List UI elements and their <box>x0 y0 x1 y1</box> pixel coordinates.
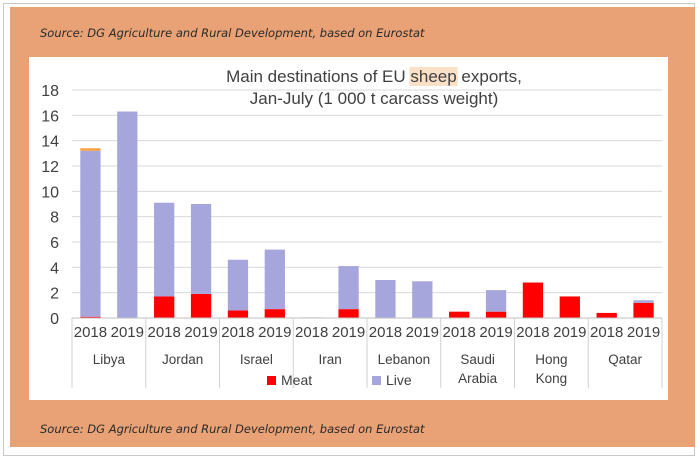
year-tick-label: 2019 <box>184 324 217 341</box>
source-note-top: Source: DG Agriculture and Rural Develop… <box>40 26 425 40</box>
chart-title-line-1: Main destinations of EU sheep exports, <box>226 67 522 86</box>
bars <box>80 111 654 319</box>
country-label: Libya <box>93 352 126 367</box>
year-tick-label: 2019 <box>406 324 439 341</box>
year-tick-label: 2018 <box>443 324 476 341</box>
y-tick-label: 0 <box>50 311 59 328</box>
legend-swatch-live <box>372 376 381 385</box>
country-label: Qatar <box>608 352 642 367</box>
bar-live <box>154 202 175 297</box>
year-tick-label: 2018 <box>148 324 181 341</box>
y-tick-label: 6 <box>50 235 59 252</box>
bar-live <box>264 249 285 310</box>
bar-live <box>412 281 433 318</box>
y-tick-label: 18 <box>41 83 59 100</box>
bar-meat <box>596 312 617 318</box>
bar-live <box>80 150 101 317</box>
title-prefix: Main destinations of EU <box>226 67 410 86</box>
legend-label-meat: Meat <box>281 372 312 388</box>
year-tick-label: 2019 <box>479 324 512 341</box>
y-tick-label: 8 <box>50 210 59 227</box>
country-label: Lebanon <box>378 352 431 367</box>
bar-meat <box>522 282 544 318</box>
country-label: Israel <box>240 352 273 367</box>
country-label: Iran <box>318 352 341 367</box>
y-tick-label: 10 <box>41 184 59 201</box>
bar-live <box>375 280 396 318</box>
country-label: Jordan <box>162 352 203 367</box>
bar-meat <box>449 311 470 318</box>
country-label: Saudi <box>460 352 495 367</box>
y-tick-label: 4 <box>50 260 59 277</box>
country-label: Hong <box>535 352 567 367</box>
country-label: Kong <box>536 371 568 386</box>
y-tick-label: 2 <box>50 286 59 303</box>
bar-meat <box>559 296 580 318</box>
y-tick-label: 16 <box>41 108 59 125</box>
year-tick-label: 2018 <box>590 324 623 341</box>
bar-live <box>190 204 212 294</box>
year-tick-label: 2019 <box>553 324 586 341</box>
year-tick-label: 2018 <box>74 324 107 341</box>
bar-other-segment <box>80 148 101 151</box>
bar-live <box>485 290 507 312</box>
bar-live <box>117 111 138 319</box>
year-tick-label: 2018 <box>221 324 254 341</box>
bar-meat <box>485 311 507 318</box>
bar-meat <box>190 293 212 318</box>
source-note-bottom: Source: DG Agriculture and Rural Develop… <box>40 422 425 436</box>
title-highlight-word: sheep <box>410 67 456 86</box>
bar-meat <box>154 296 175 318</box>
chart-area: 0 2 4 6 8 10 12 14 16 18 2018 2019 Libya 2018 2019 Jord… <box>29 57 668 400</box>
legend: Meat Live <box>267 372 412 388</box>
year-tick-label: 2019 <box>627 324 660 341</box>
legend-label-live: Live <box>386 372 412 388</box>
bar-live <box>633 300 654 303</box>
bar-meat <box>264 309 285 318</box>
y-tick-label: 14 <box>41 134 59 151</box>
year-tick-label: 2018 <box>369 324 402 341</box>
year-tick-label: 2018 <box>295 324 328 341</box>
year-tick-label: 2018 <box>516 324 549 341</box>
bar-live <box>338 266 359 310</box>
bar-meat <box>80 316 101 318</box>
title-highlight <box>409 67 458 86</box>
legend-swatch-meat <box>267 376 276 385</box>
year-tick-label: 2019 <box>332 324 365 341</box>
bar-meat <box>227 310 249 318</box>
year-tick-label: 2019 <box>111 324 144 341</box>
bar-live <box>227 259 249 311</box>
bar-meat <box>338 309 359 318</box>
bar-meat <box>633 302 654 318</box>
y-tick-label: 12 <box>41 159 59 176</box>
chart-title: Main destinations of EU sheep exports, J… <box>226 67 522 108</box>
country-label: Arabia <box>458 371 498 386</box>
chart-title-line-2: Jan-July (1 000 t carcass weight) <box>250 89 499 108</box>
year-tick-label: 2019 <box>258 324 291 341</box>
title-suffix: exports, <box>457 67 522 86</box>
